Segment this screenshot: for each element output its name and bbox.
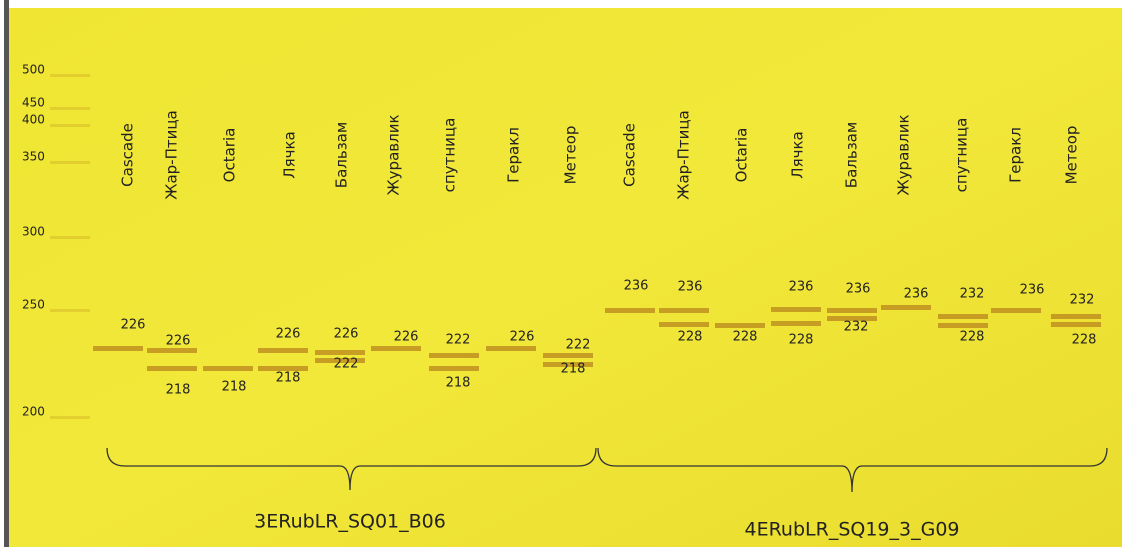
gel-band	[771, 307, 821, 312]
band-size: 222	[446, 333, 471, 348]
band-size: 218	[561, 362, 586, 377]
band-size: 236	[624, 279, 649, 294]
gel-band	[1051, 322, 1101, 327]
band-size: 228	[789, 333, 814, 348]
lane-name: Лячка	[789, 131, 807, 178]
band-size: 236	[789, 280, 814, 295]
band-size: 228	[1072, 333, 1097, 348]
ladder-band	[50, 124, 90, 127]
ladder-band	[50, 416, 90, 419]
band-size: 236	[904, 287, 929, 302]
gel-band	[659, 308, 709, 313]
gel-band	[1051, 314, 1101, 319]
ladder-band	[50, 107, 90, 110]
gel-band	[543, 353, 593, 358]
gel-band	[486, 346, 536, 351]
gel-band	[991, 308, 1041, 313]
lane-name: Метеор	[562, 126, 580, 185]
gel-band	[429, 353, 479, 358]
lane-name: Жар-Птица	[163, 110, 181, 199]
gel-band	[938, 323, 988, 328]
ladder-band	[50, 74, 90, 77]
band-size: 226	[510, 330, 535, 345]
gel-band	[715, 323, 765, 328]
gel-band	[147, 348, 197, 353]
ladder-label: 250	[22, 298, 45, 312]
lane-name: Журавлик	[385, 115, 403, 196]
lane-name: спутница	[953, 118, 971, 193]
lane-name: Жар-Птица	[675, 110, 693, 199]
ladder-label: 400	[22, 113, 45, 127]
group-label: 3ERubLR_SQ01_B06	[254, 511, 446, 533]
band-size: 222	[334, 357, 359, 372]
band-size: 228	[678, 330, 703, 345]
gel-band	[258, 348, 308, 353]
page: 500 450 400 350 300 250 200 3ERubLR_SQ01_B06 Cas…	[0, 0, 1129, 547]
lane-name: Octaria	[733, 128, 751, 183]
ladder-band	[50, 161, 90, 164]
lane-name: Геракл	[1007, 127, 1025, 183]
gel-band	[147, 366, 197, 371]
gel-band	[429, 366, 479, 371]
gel-band	[315, 350, 365, 355]
gel-band	[881, 305, 931, 310]
lane-name: Метеор	[1063, 126, 1081, 185]
gel-band	[371, 346, 421, 351]
ladder-label: 300	[22, 225, 45, 239]
lane-name: Octaria	[221, 128, 239, 183]
gel-band	[659, 322, 709, 327]
band-size: 226	[166, 334, 191, 349]
gel-band	[93, 346, 143, 351]
band-size: 226	[394, 330, 419, 345]
lane-name: Cascade	[621, 123, 639, 187]
ladder-label: 450	[22, 96, 45, 110]
border	[4, 0, 9, 547]
gel-band	[605, 308, 655, 313]
ladder-label: 500	[22, 63, 45, 77]
ladder-label: 200	[22, 405, 45, 419]
ladder-band	[50, 236, 90, 239]
ladder-band	[50, 309, 90, 312]
band-size: 226	[334, 327, 359, 342]
ladder-label: 350	[22, 150, 45, 164]
band-size: 232	[1070, 293, 1095, 308]
band-size: 228	[960, 330, 985, 345]
gel-band	[203, 366, 253, 371]
band-size: 228	[733, 330, 758, 345]
band-size: 226	[121, 318, 146, 333]
band-size: 218	[276, 371, 301, 386]
lane-name: Журавлик	[895, 115, 913, 196]
lane-name: Лячка	[281, 131, 299, 178]
band-size: 232	[844, 320, 869, 335]
band-size: 232	[960, 287, 985, 302]
band-size: 226	[276, 327, 301, 342]
gel-image: 500 450 400 350 300 250 200 3ERubLR_SQ01_B06 Cas…	[0, 0, 1129, 547]
gel-band	[938, 314, 988, 319]
lane-name: Бальзам	[333, 122, 351, 188]
gel-band	[827, 308, 877, 313]
lane-name: Бальзам	[843, 122, 861, 188]
group-label: 4ERubLR_SQ19_3_G09	[744, 519, 959, 541]
band-size: 218	[446, 376, 471, 391]
band-size: 218	[166, 383, 191, 398]
band-size: 236	[1020, 283, 1045, 298]
lane-name: Cascade	[119, 123, 137, 187]
band-size: 236	[846, 282, 871, 297]
band-size: 218	[222, 380, 247, 395]
gel-band	[771, 321, 821, 326]
lane-name: спутница	[441, 118, 459, 193]
lane-name: Геракл	[505, 127, 523, 183]
band-size: 222	[566, 338, 591, 353]
band-size: 236	[678, 280, 703, 295]
